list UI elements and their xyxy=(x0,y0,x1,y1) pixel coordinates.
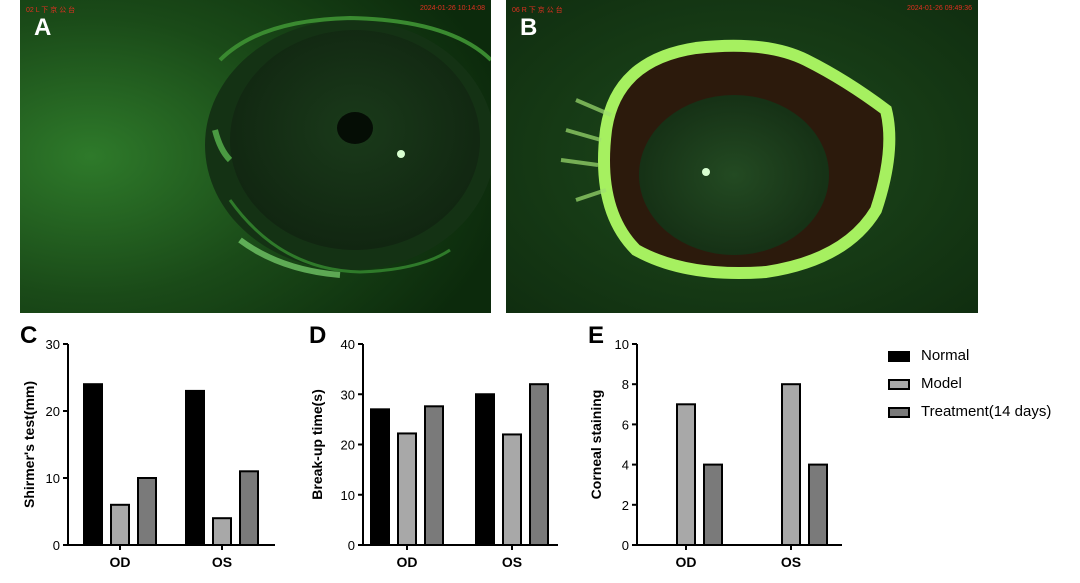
panel-letter-a: A xyxy=(34,14,52,41)
y-tick-label: 0 xyxy=(622,538,629,553)
legend-swatch xyxy=(888,379,910,390)
camera-label: 02 L 下 京 公 台 xyxy=(26,7,76,14)
bar-treatment-14-days--od xyxy=(424,405,444,546)
panel-letter-d: D xyxy=(309,322,327,349)
bar-normal-os xyxy=(475,393,495,546)
y-tick-label: 0 xyxy=(53,538,60,553)
x-tick-label: OS xyxy=(212,554,232,570)
bar-treatment-14-days--od xyxy=(137,477,157,546)
bar-model-od xyxy=(110,503,130,546)
bar-treatment-14-days--os xyxy=(239,470,259,546)
y-tick-label: 10 xyxy=(341,488,355,503)
y-tick-label: 10 xyxy=(615,337,629,352)
bar-model-od xyxy=(676,403,696,546)
bar-model-os xyxy=(502,433,522,547)
panel-letter-c: C xyxy=(20,322,38,349)
y-tick-label: 20 xyxy=(341,438,355,453)
legend-label: Treatment(14 days) xyxy=(921,403,1052,420)
bar-treatment-14-days--os xyxy=(808,463,828,547)
eye-photo-a-image xyxy=(20,0,491,313)
panel-letter-e: E xyxy=(588,322,605,349)
x-tick-label: OD xyxy=(110,554,131,570)
bar-normal-os xyxy=(185,389,205,546)
y-tick-label: 2 xyxy=(622,498,629,513)
y-tick-label: 30 xyxy=(46,337,60,352)
y-axis-label: Break-up time(s) xyxy=(309,389,325,499)
bar-model-os xyxy=(781,383,801,547)
legend-swatch xyxy=(888,407,910,418)
bar-normal-od xyxy=(83,383,103,547)
panel-letter-b: B xyxy=(520,14,538,41)
camera-label: 06 R 下 京 公 台 xyxy=(512,7,563,14)
y-axis-label: Shirmer's test(mm) xyxy=(21,381,37,508)
bar-model-os xyxy=(212,517,232,547)
x-tick-label: OD xyxy=(397,554,418,570)
y-tick-label: 0 xyxy=(348,538,355,553)
y-tick-label: 40 xyxy=(341,337,355,352)
y-tick-label: 30 xyxy=(341,387,355,402)
photo-b: 06 R 下 京 公 台 2024-01-26 09:49:36 B xyxy=(506,0,978,313)
legend-label: Model xyxy=(921,375,962,392)
eye-photo-b-image xyxy=(506,0,978,313)
legend-swatch xyxy=(888,351,910,362)
timestamp: 2024-01-26 09:49:36 xyxy=(907,5,972,12)
y-axis-label: Corneal staining xyxy=(588,390,604,500)
bar-normal-od xyxy=(370,408,390,547)
y-tick-label: 10 xyxy=(46,471,60,486)
bar-treatment-14-days--os xyxy=(529,383,549,547)
x-tick-label: OS xyxy=(502,554,522,570)
legend-label: Normal xyxy=(921,347,970,364)
y-tick-label: 6 xyxy=(622,417,629,432)
photo-a: 02 L 下 京 公 台 2024-01-26 10:14:08 A xyxy=(20,0,491,313)
bar-model-od xyxy=(397,432,417,547)
x-tick-label: OD xyxy=(676,554,697,570)
y-tick-label: 4 xyxy=(622,458,629,473)
timestamp: 2024-01-26 10:14:08 xyxy=(420,5,485,12)
y-tick-label: 20 xyxy=(46,404,60,419)
bar-treatment-14-days--od xyxy=(703,463,723,547)
x-tick-label: OS xyxy=(781,554,801,570)
y-tick-label: 8 xyxy=(622,377,629,392)
